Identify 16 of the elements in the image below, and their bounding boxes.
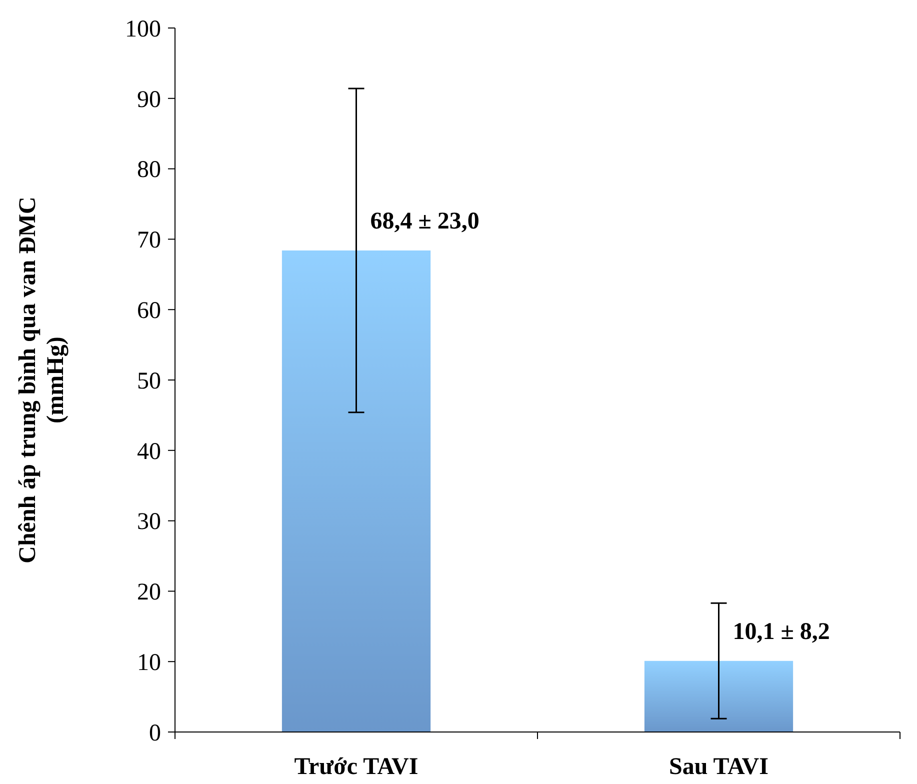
y-tick-label: 80	[137, 157, 161, 184]
y-axis-title: Chênh áp trung bình qua van ĐMC (mmHg)	[15, 196, 69, 564]
data-label: 68,4 ± 23,0	[370, 208, 480, 234]
y-tick-label: 70	[137, 228, 161, 254]
y-tick-label: 50	[137, 368, 161, 394]
x-tick-label: Trước TAVI	[294, 754, 418, 780]
y-tick-label: 40	[137, 438, 161, 465]
x-tick-label: Sau TAVI	[669, 754, 768, 780]
y-tick-label: 60	[137, 298, 161, 324]
y-tick-label: 10	[137, 650, 161, 676]
y-tick-label: 100	[125, 16, 161, 42]
y-tick-label: 90	[137, 86, 161, 113]
y-tick-label: 30	[137, 509, 161, 536]
data-label: 10,1 ± 8,2	[732, 618, 830, 645]
y-tick-label: 0	[149, 720, 161, 746]
y-tick-label: 20	[137, 580, 161, 606]
